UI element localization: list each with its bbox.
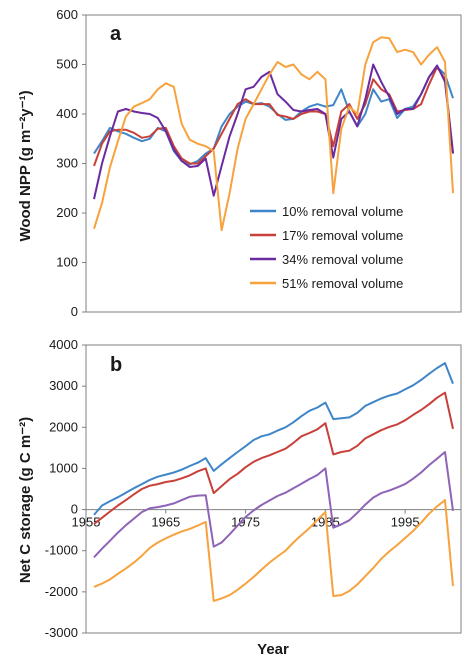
series-line-4 — [93, 36, 454, 232]
y-tick-label: 300 — [56, 156, 78, 171]
legend-entry-label: 34% removal volume — [282, 252, 403, 267]
y-tick-label: -1000 — [45, 543, 78, 558]
series-line-3 — [93, 451, 454, 558]
plot-frame — [85, 14, 462, 313]
y-tick-label: 0 — [71, 502, 78, 517]
x-tick-label: 1995 — [391, 515, 420, 530]
y-tick-label: 600 — [56, 7, 78, 22]
series-line-1 — [93, 362, 454, 516]
legend-entry-label: 10% removal volume — [282, 204, 403, 219]
panel-a-y-ticks: 0 100 200 300 400 500 600 — [56, 7, 86, 319]
legend-entry-label: 17% removal volume — [282, 228, 403, 243]
panel-a-npp-chart: a Wood NPP (g m⁻²y⁻¹) 0 100 200 300 400 500 60… — [17, 7, 462, 319]
y-tick-label: -2000 — [45, 584, 78, 599]
x-tick-label: 1965 — [151, 515, 180, 530]
panel-b-x-axis-title: Year — [257, 641, 289, 658]
panel-a-label: a — [110, 23, 122, 45]
panel-a-series-lines — [93, 36, 454, 232]
panel-b-label: b — [110, 354, 122, 376]
y-tick-label: 100 — [56, 255, 78, 270]
y-tick-label: 400 — [56, 106, 78, 121]
panel-a-y-axis-title: Wood NPP (g m⁻²y⁻¹) — [17, 90, 34, 241]
y-tick-label: 4000 — [49, 337, 78, 352]
y-tick-label: 0 — [71, 304, 78, 319]
series-line-2 — [93, 391, 454, 525]
panel-b-y-ticks: -3000 -2000 -1000 0 1000 2000 3000 4000 — [45, 337, 86, 640]
series-line-2 — [93, 66, 454, 167]
y-tick-label: 500 — [56, 57, 78, 72]
panel-b-y-axis-title: Net C storage (g C m⁻²) — [17, 417, 34, 583]
y-tick-label: 200 — [56, 205, 78, 220]
y-tick-label: 2000 — [49, 419, 78, 434]
panel-b-series-lines — [93, 362, 454, 602]
legend-entry-label: 51% removal volume — [282, 276, 403, 291]
y-tick-label: 1000 — [49, 460, 78, 475]
series-line-4 — [93, 499, 454, 602]
plot-frame — [85, 344, 462, 634]
series-line-3 — [93, 63, 454, 200]
y-tick-label: -3000 — [45, 625, 78, 640]
panel-a-legend: 10% removal volume 17% removal volume 34% … — [250, 204, 403, 291]
y-tick-label: 3000 — [49, 378, 78, 393]
panel-a-axes — [85, 14, 462, 313]
panel-b-net-c-storage-chart: b Net C storage (g C m⁻²) -3000 -2000 -100… — [17, 337, 462, 658]
